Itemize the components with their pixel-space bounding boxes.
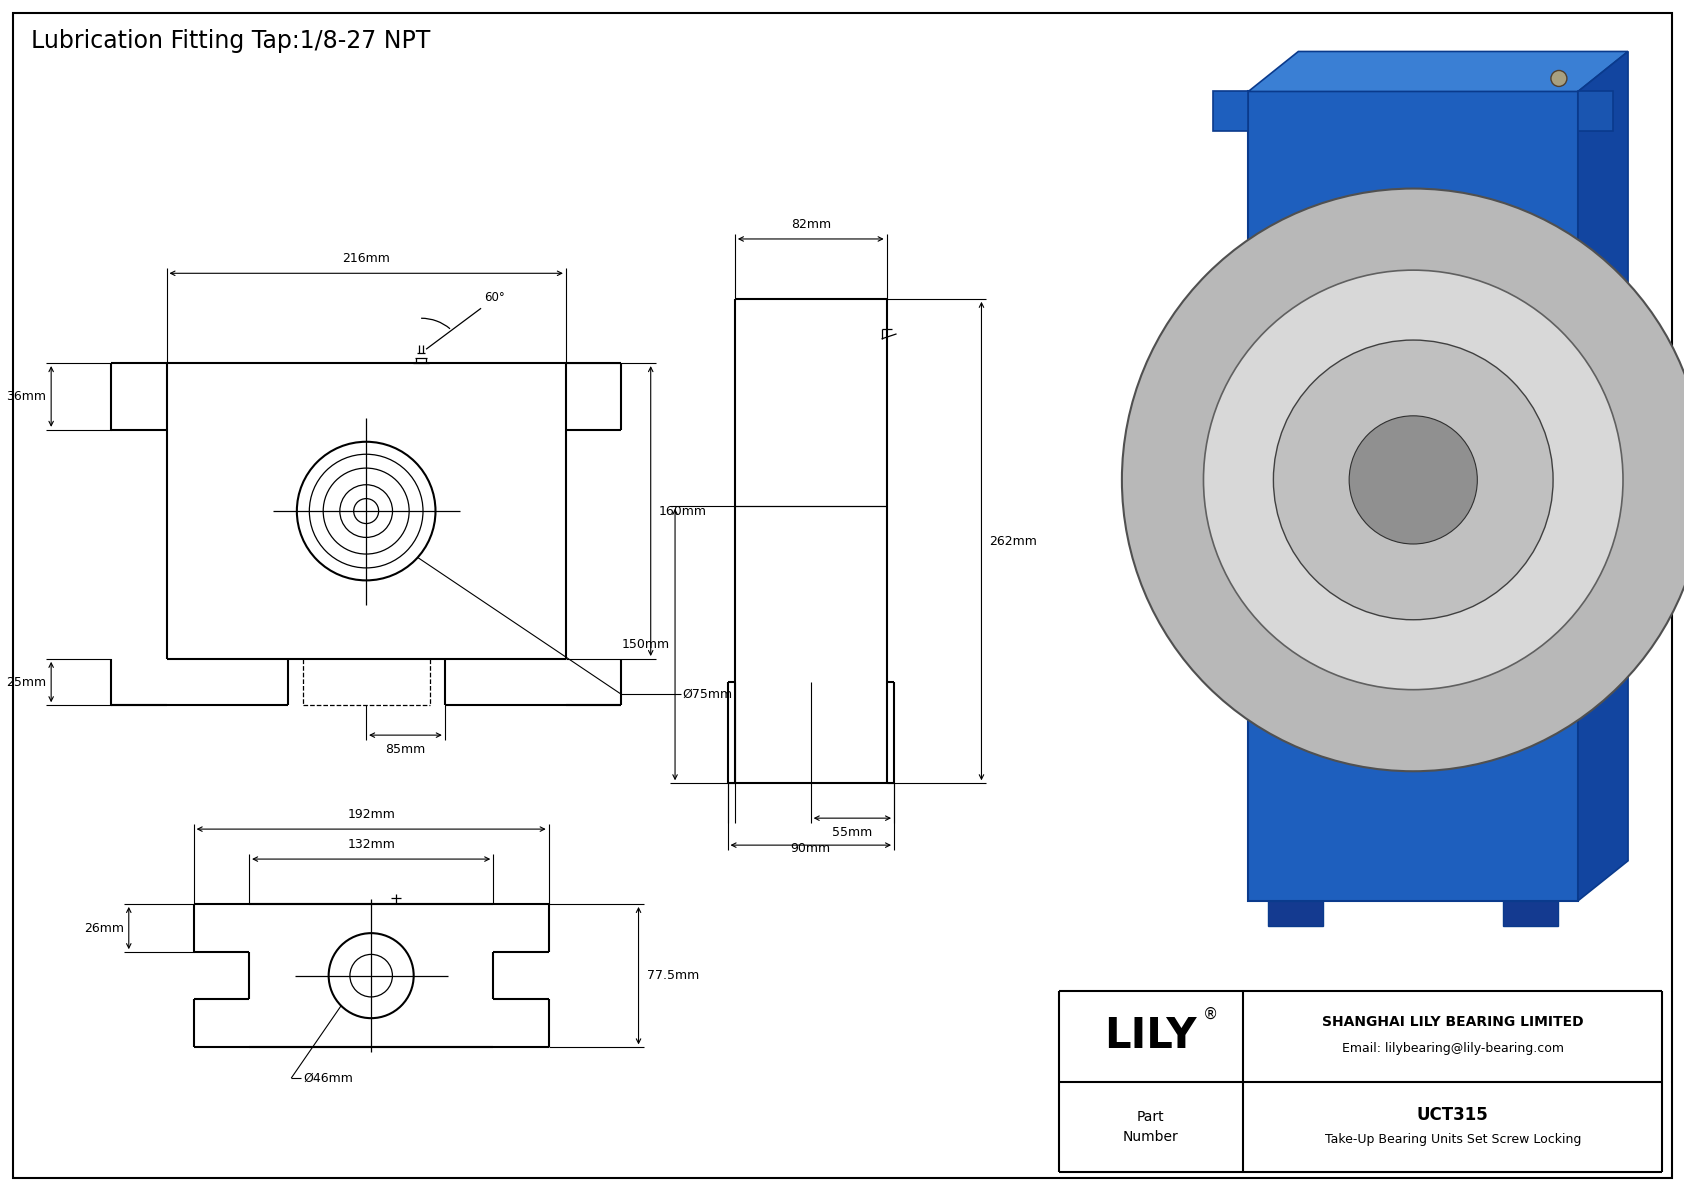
Text: 26mm: 26mm [84, 922, 125, 935]
Polygon shape [1214, 92, 1248, 131]
Text: Lubrication Fitting Tap:1/8-27 NPT: Lubrication Fitting Tap:1/8-27 NPT [32, 29, 431, 52]
Text: 25mm: 25mm [7, 675, 45, 688]
Text: 150mm: 150mm [621, 638, 670, 651]
Text: 77.5mm: 77.5mm [647, 969, 699, 983]
Text: 90mm: 90mm [791, 842, 830, 855]
Text: ®: ® [1202, 1006, 1218, 1022]
Text: Ø46mm: Ø46mm [303, 1072, 354, 1085]
Text: 216mm: 216mm [342, 252, 391, 266]
Text: 82mm: 82mm [791, 218, 830, 231]
Text: 262mm: 262mm [990, 535, 1037, 548]
Text: 160mm: 160mm [658, 505, 707, 518]
Bar [1268, 900, 1324, 925]
Circle shape [1273, 341, 1553, 619]
Polygon shape [1578, 92, 1613, 131]
Polygon shape [1248, 51, 1628, 92]
Text: 192mm: 192mm [347, 809, 396, 821]
Text: Email: lilybearing@lily-bearing.com: Email: lilybearing@lily-bearing.com [1342, 1042, 1564, 1054]
Text: 60°: 60° [483, 292, 505, 304]
Polygon shape [1578, 51, 1628, 900]
Bar [1248, 92, 1578, 900]
Circle shape [1551, 70, 1566, 87]
Circle shape [1349, 416, 1477, 544]
Text: Part
Number: Part Number [1123, 1110, 1179, 1143]
Text: 55mm: 55mm [832, 827, 872, 840]
Text: 132mm: 132mm [347, 838, 396, 852]
Text: Take-Up Bearing Units Set Screw Locking: Take-Up Bearing Units Set Screw Locking [1325, 1133, 1581, 1146]
Circle shape [1204, 270, 1623, 690]
Bar [1504, 900, 1558, 925]
Text: SHANGHAI LILY BEARING LIMITED: SHANGHAI LILY BEARING LIMITED [1322, 1015, 1583, 1029]
Circle shape [1122, 188, 1684, 772]
Text: UCT315: UCT315 [1416, 1106, 1489, 1124]
Text: LILY: LILY [1105, 1015, 1197, 1058]
Text: 36mm: 36mm [7, 389, 45, 403]
Text: 85mm: 85mm [386, 743, 426, 756]
Text: Ø75mm: Ø75mm [682, 687, 733, 700]
